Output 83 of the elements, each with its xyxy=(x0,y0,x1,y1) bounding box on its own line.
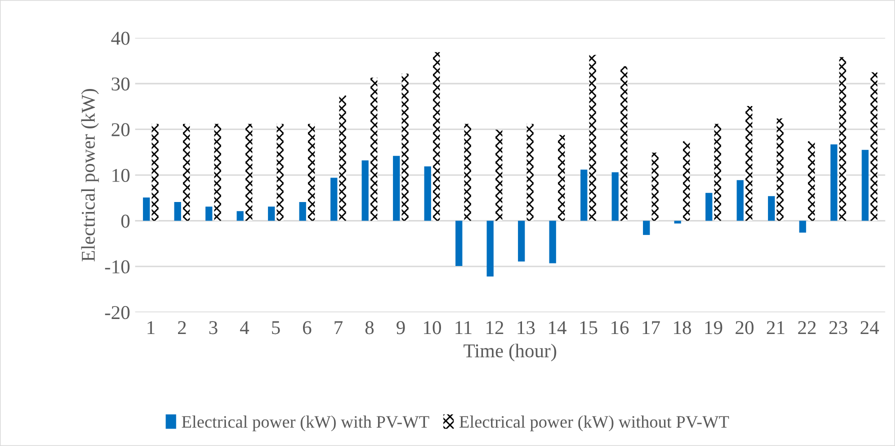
y-tick-label: -20 xyxy=(105,306,130,320)
bar xyxy=(362,160,369,221)
x-tick-label: 16 xyxy=(612,321,629,334)
x-tick-label: 18 xyxy=(674,321,692,334)
x-tick-label: 3 xyxy=(209,321,218,334)
bar xyxy=(549,220,556,264)
bar xyxy=(455,220,462,266)
bar xyxy=(558,134,565,221)
x-axis-title: Time (hour) xyxy=(464,344,556,362)
x-tick-label: 9 xyxy=(396,321,405,334)
y-tick-label: 20 xyxy=(112,123,130,136)
bar xyxy=(299,202,306,221)
x-tick-label: 17 xyxy=(642,321,660,334)
x-tick-label: 6 xyxy=(302,321,312,334)
x-tick-label: 20 xyxy=(736,321,754,334)
y-tick-label: -10 xyxy=(105,260,130,274)
y-axis-title: Electrical power (kW) xyxy=(81,89,99,262)
x-tick-label: 8 xyxy=(365,321,374,334)
bar xyxy=(580,170,588,221)
bar xyxy=(682,141,690,221)
bar xyxy=(424,166,432,221)
x-tick-label: 19 xyxy=(705,321,722,334)
bar xyxy=(612,172,619,221)
bar xyxy=(142,197,150,221)
x-tick-label: 23 xyxy=(829,321,848,334)
bar xyxy=(214,124,222,221)
bar xyxy=(370,78,378,221)
y-tick-label: 0 xyxy=(121,214,130,228)
y-tick-label: 40 xyxy=(111,32,130,45)
bar xyxy=(799,220,806,233)
x-tick-label: 11 xyxy=(456,321,472,334)
bar xyxy=(182,124,190,221)
bar xyxy=(620,66,628,221)
bar xyxy=(392,156,400,221)
bar xyxy=(642,220,650,235)
x-tick-label: 1 xyxy=(148,321,154,334)
x-tick-label: 10 xyxy=(424,321,442,334)
bar xyxy=(174,202,182,221)
bar xyxy=(652,152,659,221)
bar xyxy=(402,74,409,221)
x-tick-label: 24 xyxy=(860,321,879,334)
bar xyxy=(526,124,534,221)
bar xyxy=(768,196,775,221)
x-tick-label: 13 xyxy=(518,321,535,334)
x-tick-label: 4 xyxy=(240,321,250,334)
bar xyxy=(714,124,722,221)
bar xyxy=(589,54,596,221)
y-tick-label: 10 xyxy=(112,168,130,182)
x-tick-label: 5 xyxy=(272,321,280,334)
bar xyxy=(330,178,338,221)
bar xyxy=(776,118,784,221)
bar xyxy=(839,57,846,221)
x-tick-label: 7 xyxy=(334,321,343,334)
bar xyxy=(308,124,315,221)
bar xyxy=(464,124,472,221)
bar xyxy=(870,72,878,221)
bar xyxy=(808,141,815,221)
bar xyxy=(268,206,275,221)
x-tick-label: 22 xyxy=(798,321,816,334)
x-tick-label: 15 xyxy=(580,321,598,334)
bar xyxy=(432,52,440,221)
bar xyxy=(486,220,494,277)
bar xyxy=(152,124,159,221)
x-tick-label: 12 xyxy=(486,321,504,334)
bar xyxy=(830,144,838,221)
bar xyxy=(736,180,744,221)
bar xyxy=(862,150,869,221)
bar xyxy=(276,124,284,221)
bar xyxy=(518,220,525,262)
bar xyxy=(236,211,244,221)
bar xyxy=(339,96,346,221)
bar xyxy=(245,124,252,221)
x-tick-label: 14 xyxy=(549,321,566,334)
bar xyxy=(745,106,752,221)
x-tick-label: 2 xyxy=(178,321,186,334)
legend-label: Electrical power (kW) without PV-WT xyxy=(459,416,729,432)
bar xyxy=(705,192,712,221)
legend-label: Electrical power (kW) with PV-WT xyxy=(182,416,430,432)
y-tick-label: 30 xyxy=(112,77,130,91)
x-tick-label: 21 xyxy=(766,321,784,334)
bar xyxy=(495,130,502,221)
bar xyxy=(205,206,212,221)
bar xyxy=(674,220,682,224)
